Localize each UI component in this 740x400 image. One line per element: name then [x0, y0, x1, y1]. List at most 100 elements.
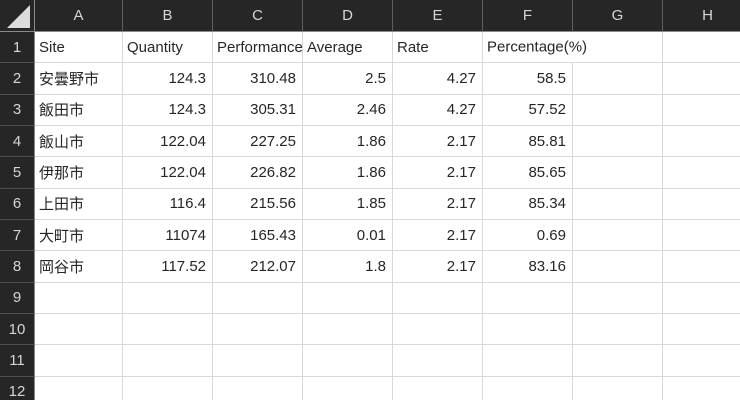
- cell-E11[interactable]: [393, 345, 483, 377]
- row-header-12[interactable]: 12: [0, 376, 35, 400]
- cell-E12[interactable]: [393, 376, 483, 400]
- row-header-10[interactable]: 10: [0, 313, 35, 346]
- cell-E3[interactable]: 4.27: [393, 94, 483, 126]
- cell-G8[interactable]: [573, 251, 663, 283]
- cell-F6[interactable]: 85.34: [483, 188, 573, 220]
- cell-D6[interactable]: 1.85: [303, 188, 393, 220]
- cell-E5[interactable]: 2.17: [393, 157, 483, 189]
- cell-A4[interactable]: 飯山市: [35, 125, 123, 158]
- cell-E2[interactable]: 4.27: [393, 63, 483, 95]
- cell-G3[interactable]: [573, 94, 663, 126]
- cell-B11[interactable]: [123, 345, 213, 377]
- cell-F1[interactable]: Percentage(%): [483, 32, 591, 64]
- row-header-3[interactable]: 3: [0, 94, 35, 126]
- cell-H2[interactable]: [663, 63, 740, 95]
- cell-C8[interactable]: 212.07: [213, 251, 303, 283]
- cell-F12[interactable]: [483, 376, 573, 400]
- cell-D12[interactable]: [303, 376, 393, 400]
- cell-E8[interactable]: 2.17: [393, 251, 483, 283]
- cell-B8[interactable]: 117.52: [123, 251, 213, 283]
- cell-A2[interactable]: 安曇野市: [35, 63, 123, 95]
- cell-C6[interactable]: 215.56: [213, 188, 303, 220]
- cell-D10[interactable]: [303, 313, 393, 346]
- cell-F11[interactable]: [483, 345, 573, 377]
- cell-D9[interactable]: [303, 282, 393, 314]
- cell-F7[interactable]: 0.69: [483, 219, 573, 252]
- cell-A6[interactable]: 上田市: [35, 188, 123, 220]
- cell-F10[interactable]: [483, 313, 573, 346]
- cell-F8[interactable]: 83.16: [483, 251, 573, 283]
- cell-D5[interactable]: 1.86: [303, 157, 393, 189]
- row-header-6[interactable]: 6: [0, 188, 35, 220]
- cell-A1[interactable]: Site: [35, 32, 123, 64]
- cell-G2[interactable]: [573, 63, 663, 95]
- row-header-11[interactable]: 11: [0, 345, 35, 377]
- cell-D3[interactable]: 2.46: [303, 94, 393, 126]
- cell-F3[interactable]: 57.52: [483, 94, 573, 126]
- cell-B3[interactable]: 124.3: [123, 94, 213, 126]
- row-header-5[interactable]: 5: [0, 157, 35, 189]
- cell-H7[interactable]: [663, 220, 740, 252]
- cell-E7[interactable]: 2.17: [393, 219, 483, 252]
- cell-B10[interactable]: [123, 313, 213, 346]
- cell-G11[interactable]: [573, 345, 663, 377]
- column-header-h[interactable]: H: [663, 0, 740, 32]
- cell-D2[interactable]: 2.5: [303, 63, 393, 95]
- cell-B5[interactable]: 122.04: [123, 157, 213, 189]
- cell-G7[interactable]: [573, 219, 663, 252]
- cell-H1[interactable]: [663, 32, 740, 64]
- cell-G4[interactable]: [573, 125, 663, 158]
- column-header-g[interactable]: G: [573, 0, 663, 32]
- cell-B2[interactable]: 124.3: [123, 63, 213, 95]
- cell-C7[interactable]: 165.43: [213, 219, 303, 252]
- cell-B1[interactable]: Quantity: [123, 32, 213, 64]
- cell-C5[interactable]: 226.82: [213, 157, 303, 189]
- cell-H4[interactable]: [663, 126, 740, 158]
- cell-G10[interactable]: [573, 313, 663, 346]
- cell-A3[interactable]: 飯田市: [35, 94, 123, 126]
- cell-A11[interactable]: [35, 345, 123, 377]
- cell-D8[interactable]: 1.8: [303, 251, 393, 283]
- cell-E10[interactable]: [393, 313, 483, 346]
- cell-H9[interactable]: [663, 283, 740, 314]
- cell-H12[interactable]: [663, 377, 740, 400]
- cell-A9[interactable]: [35, 282, 123, 314]
- column-header-e[interactable]: E: [393, 0, 483, 32]
- row-header-9[interactable]: 9: [0, 282, 35, 314]
- cell-A10[interactable]: [35, 313, 123, 346]
- cell-G9[interactable]: [573, 282, 663, 314]
- cell-C11[interactable]: [213, 345, 303, 377]
- select-all-button[interactable]: [0, 0, 35, 32]
- cell-C4[interactable]: 227.25: [213, 125, 303, 158]
- cell-F5[interactable]: 85.65: [483, 157, 573, 189]
- cell-H11[interactable]: [663, 345, 740, 377]
- column-header-c[interactable]: C: [213, 0, 303, 32]
- cell-G12[interactable]: [573, 376, 663, 400]
- cell-C1[interactable]: Performance: [213, 32, 303, 64]
- row-header-8[interactable]: 8: [0, 251, 35, 283]
- cell-D4[interactable]: 1.86: [303, 125, 393, 158]
- cell-H10[interactable]: [663, 314, 740, 346]
- cell-D7[interactable]: 0.01: [303, 219, 393, 252]
- cell-E4[interactable]: 2.17: [393, 125, 483, 158]
- cell-D1[interactable]: Average: [303, 32, 393, 64]
- cell-E9[interactable]: [393, 282, 483, 314]
- cell-H8[interactable]: [663, 251, 740, 283]
- cell-B12[interactable]: [123, 376, 213, 400]
- column-header-f[interactable]: F: [483, 0, 573, 32]
- cell-F9[interactable]: [483, 282, 573, 314]
- cell-C10[interactable]: [213, 313, 303, 346]
- row-header-4[interactable]: 4: [0, 125, 35, 158]
- cell-G1[interactable]: [573, 32, 663, 64]
- column-header-d[interactable]: D: [303, 0, 393, 32]
- cell-H6[interactable]: [663, 189, 740, 220]
- column-header-a[interactable]: A: [35, 0, 123, 32]
- cell-E6[interactable]: 2.17: [393, 188, 483, 220]
- cell-A8[interactable]: 岡谷市: [35, 251, 123, 283]
- cell-A5[interactable]: 伊那市: [35, 157, 123, 189]
- cell-D11[interactable]: [303, 345, 393, 377]
- cell-A12[interactable]: [35, 376, 123, 400]
- cell-B7[interactable]: 11074: [123, 219, 213, 252]
- cell-B4[interactable]: 122.04: [123, 125, 213, 158]
- cell-C3[interactable]: 305.31: [213, 94, 303, 126]
